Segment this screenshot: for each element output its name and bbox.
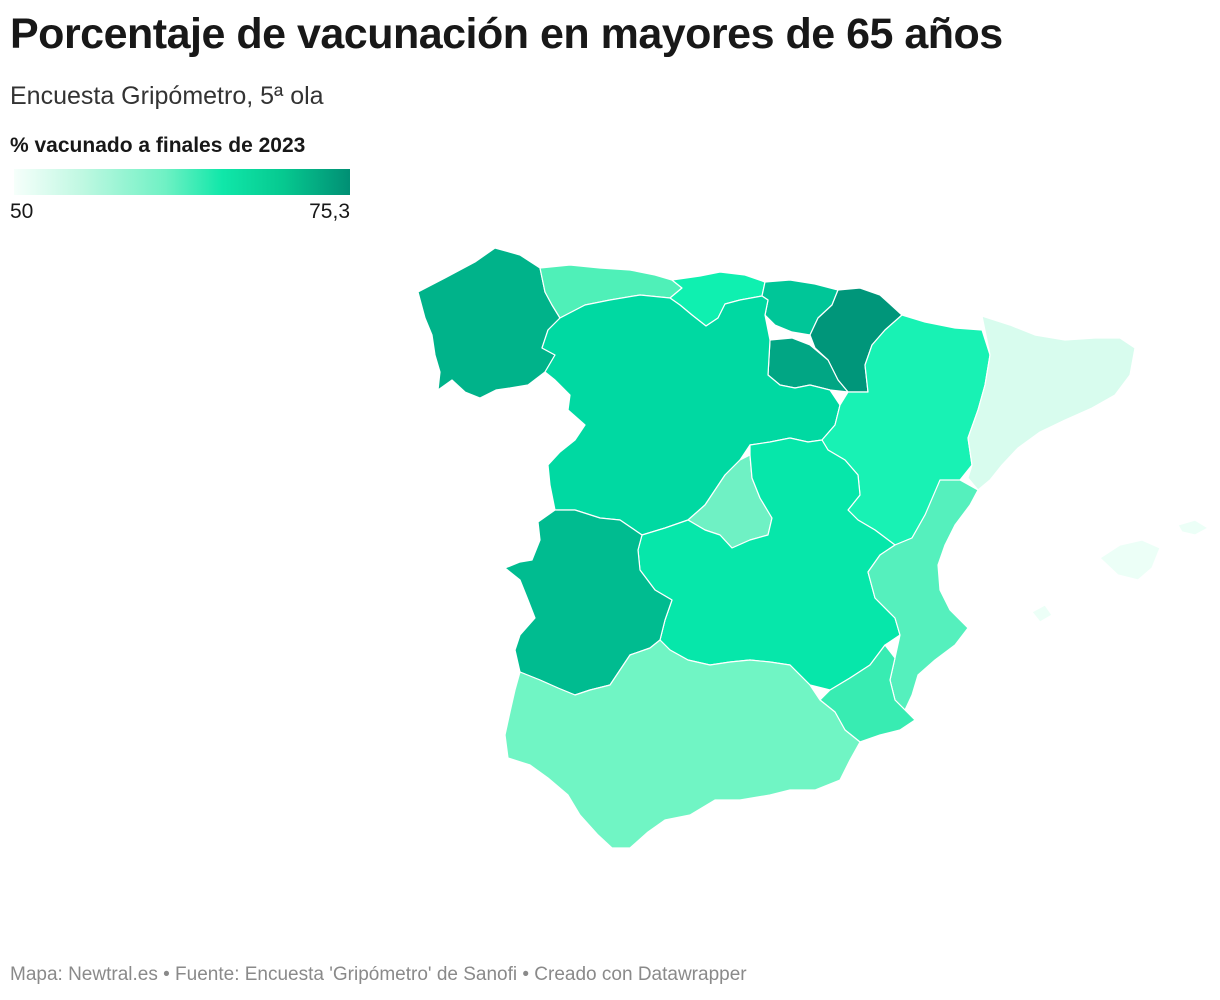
- region-baleares-menorca[interactable]: [1177, 519, 1209, 536]
- footer-credits: Mapa: Newtral.es • Fuente: Encuesta 'Gri…: [10, 964, 747, 985]
- legend-title: % vacunado a finales de 2023: [10, 134, 306, 157]
- region-murcia[interactable]: [819, 644, 916, 743]
- region-andalucia[interactable]: [504, 639, 861, 849]
- chart-title: Porcentaje de vacunación en mayores de 6…: [10, 10, 1003, 58]
- region-baleares-mallorca[interactable]: [1099, 539, 1161, 581]
- region-comunidad-valenciana[interactable]: [867, 479, 979, 711]
- region-galicia[interactable]: [417, 247, 561, 399]
- legend-color-scale: [14, 169, 350, 195]
- legend-max-label: 75,3: [309, 200, 350, 223]
- region-baleares-ibiza[interactable]: [1031, 604, 1053, 623]
- legend-min-label: 50: [10, 200, 34, 223]
- chart-subtitle: Encuesta Gripómetro, 5ª ola: [10, 82, 324, 110]
- region-cataluna[interactable]: [967, 315, 1136, 491]
